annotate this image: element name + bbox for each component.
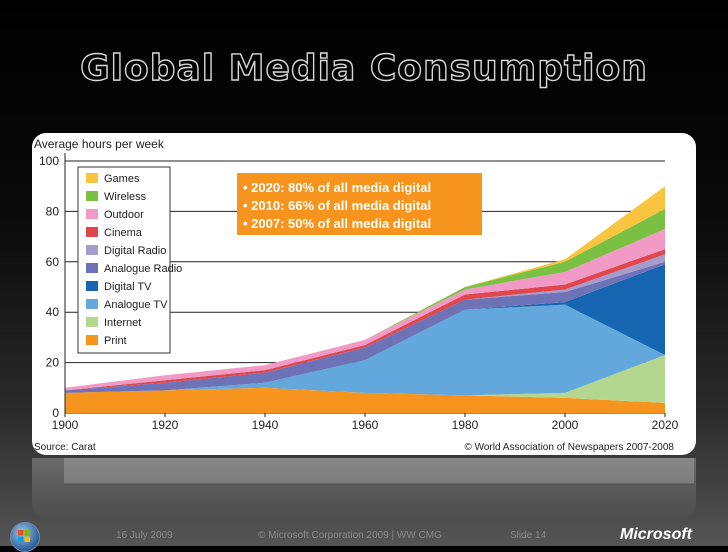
legend-label-digital-tv: Digital TV [104,281,152,293]
slide-title: Global Media Consumption [79,47,648,89]
stacked-area-chart: 0 20 40 60 80 100 1900 1920 1940 1960 1980 2000 2020… [34,137,679,453]
legend-swatch-games [86,173,98,183]
callout-line-2: • 2010: 66% of all media digital [243,198,431,213]
legend-label-print: Print [104,335,127,347]
legend-swatch-digital-tv [86,281,98,291]
legend-swatch-analogue-radio [86,263,98,273]
legend-swatch-cinema [86,227,98,237]
source-left: Source: Carat [34,442,96,453]
footer-slide-number: Slide 14 [510,530,547,541]
y-tick-label: 100 [39,154,59,168]
x-tick-label: 2000 [552,418,579,432]
legend-swatch-wireless [86,191,98,201]
y-tick-label: 20 [46,356,60,370]
callout-line-3: • 2007: 50% of all media digital [243,216,431,231]
x-tick-label: 1980 [452,418,479,432]
legend-label-wireless: Wireless [104,191,147,203]
legend-swatch-outdoor [86,209,98,219]
legend-swatch-analogue-tv [86,299,98,309]
windows-flag-icon [18,530,30,542]
legend-label-cinema: Cinema [104,227,143,239]
area-print [65,387,665,413]
y-tick-label: 0 [52,406,59,420]
legend-swatch-digital-radio [86,245,98,255]
area-internet [65,355,665,403]
legend-label-analogue-tv: Analogue TV [104,299,168,311]
y-tick-label: 80 [46,204,60,218]
x-tick-label: 1960 [352,418,379,432]
x-tick-label: 2020 [652,418,679,432]
microsoft-logo: Microsoft [620,526,692,543]
chart-reflection [32,458,696,518]
legend-label-analogue-radio: Analogue Radio [104,263,182,275]
x-tick-label: 1920 [152,418,179,432]
area-analogue-tv [65,304,665,396]
y-axis-label: Average hours per week [34,137,165,151]
legend-label-games: Games [104,173,140,185]
x-tick-label: 1940 [252,418,279,432]
y-tick-label: 60 [46,255,60,269]
legend-swatch-internet [86,317,98,327]
legend-label-outdoor: Outdoor [104,209,144,221]
legend-label-internet: Internet [104,317,141,329]
legend-swatch-print [86,335,98,345]
footer-copyright: © Microsoft Corporation 2009 | WW CMG [258,530,442,541]
callout-box [237,173,482,235]
callout-line-1: • 2020: 80% of all media digital [243,180,431,195]
legend-label-digital-radio: Digital Radio [104,245,166,257]
y-tick-label: 40 [46,305,60,319]
chart-panel: 0 20 40 60 80 100 1900 1920 1940 1960 1980 2000 2020… [32,133,696,455]
x-tick-label: 1900 [52,418,79,432]
footer-date: 16 July 2009 [116,530,173,541]
source-right: © World Association of Newspapers 2007-2… [464,442,674,453]
